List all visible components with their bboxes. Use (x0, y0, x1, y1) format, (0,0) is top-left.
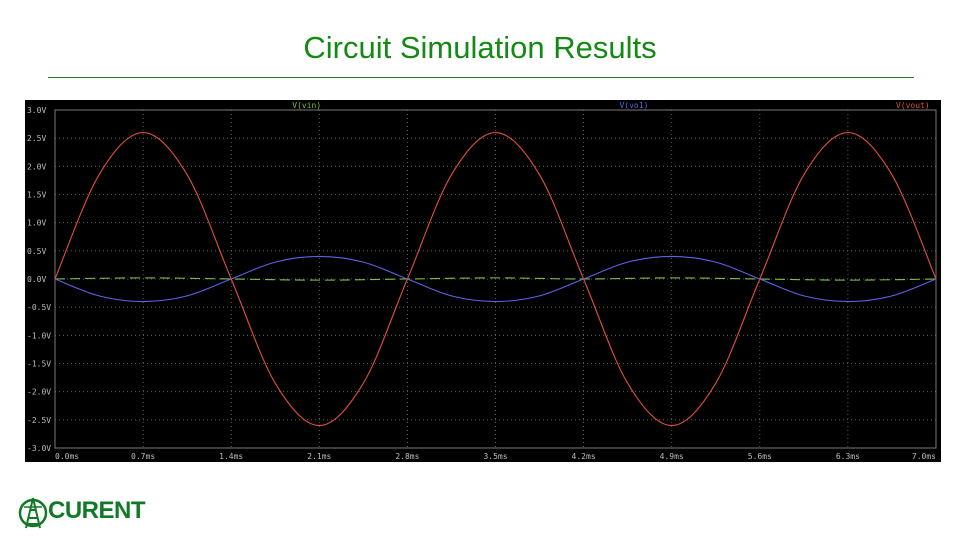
x-tick-label: 5.6ms (748, 452, 772, 461)
waveform-plot: 0.0ms 0.7ms 1.4ms 2.1ms 2.8ms 3.5ms 4.2ms 4.9ms… (25, 100, 941, 462)
series-line-v-vin (54, 277, 937, 281)
title-divider (48, 77, 914, 78)
legend-entry: V(vout) (896, 101, 930, 110)
tower-globe-icon (18, 497, 48, 529)
y-tick-label: 3.0V (27, 106, 46, 115)
x-tick-label: 3.5ms (483, 452, 507, 461)
x-tick-label: 1.4ms (219, 452, 243, 461)
x-tick-label: 2.8ms (395, 452, 419, 461)
slide-title: Circuit Simulation Results (303, 30, 657, 65)
y-tick-label: 1.0V (27, 219, 46, 228)
y-tick-label: 0.0V (27, 275, 46, 284)
x-tick-label: 7.0ms (912, 452, 936, 461)
y-tick-label: 0.5V (27, 247, 46, 256)
curent-logo: CURENT (18, 494, 168, 534)
y-tick-label: -3.0V (27, 444, 51, 453)
waveform-chart: 0.0ms 0.7ms 1.4ms 2.1ms 2.8ms 3.5ms 4.2ms 4.9ms… (25, 100, 941, 462)
x-tick-label: 2.1ms (307, 452, 331, 461)
x-tick-label: 4.9ms (660, 452, 684, 461)
y-tick-label: 1.5V (27, 191, 46, 200)
y-tick-label: -1.0V (27, 331, 51, 340)
y-tick-label: -2.5V (27, 416, 51, 425)
x-tick-label: 0.0ms (55, 452, 79, 461)
y-tick-label: 2.5V (27, 134, 46, 143)
plot-background (25, 100, 941, 462)
y-tick-label: -0.5V (27, 303, 51, 312)
x-tick-label: 0.7ms (131, 452, 155, 461)
series-line-v-vout (54, 131, 937, 427)
y-tick-label: 2.0V (27, 162, 46, 171)
legend-entry: V(vin) (292, 101, 321, 110)
y-tick-label: -2.0V (27, 388, 51, 397)
series-line-v-vo1 (54, 255, 937, 303)
x-tick-label: 6.3ms (836, 452, 860, 461)
legend-entry: V(vo1) (619, 101, 648, 110)
logo-text: CURENT (48, 497, 146, 524)
x-tick-label: 4.2ms (572, 452, 596, 461)
y-tick-label: -1.5V (27, 360, 51, 369)
